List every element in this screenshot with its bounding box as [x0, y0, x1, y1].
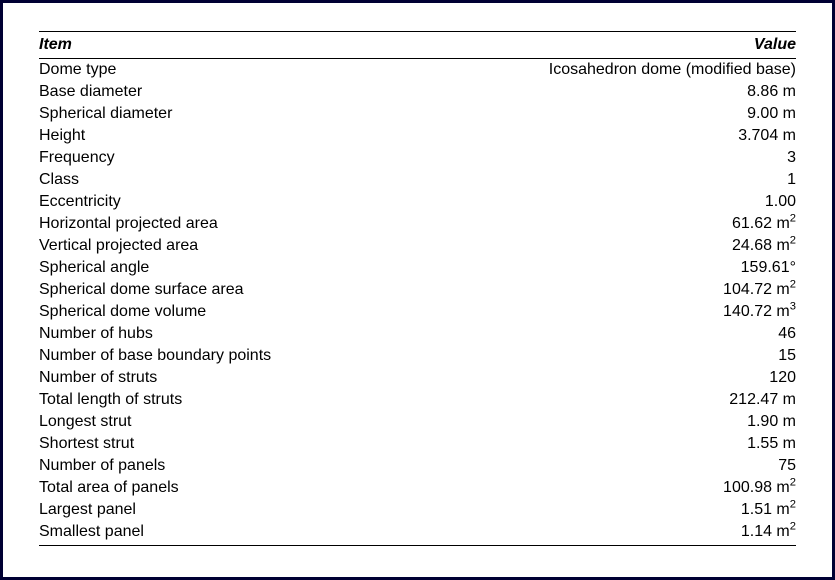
- value-cell: 140.72 m3: [406, 301, 796, 323]
- unit-superscript: 2: [790, 279, 796, 291]
- table-row: Dome typeIcosahedron dome (modified base…: [39, 59, 796, 82]
- value-cell: 1.55 m: [406, 433, 796, 455]
- table-row: Base diameter8.86 m: [39, 81, 796, 103]
- value-cell: 1: [406, 169, 796, 191]
- item-cell: Number of panels: [39, 455, 406, 477]
- unit-superscript: 2: [790, 213, 796, 225]
- table-row: Total area of panels100.98 m2: [39, 477, 796, 499]
- item-cell: Largest panel: [39, 499, 406, 521]
- value-cell: 61.62 m2: [406, 213, 796, 235]
- table-row: Largest panel1.51 m2: [39, 499, 796, 521]
- item-cell: Spherical dome volume: [39, 301, 406, 323]
- item-cell: Base diameter: [39, 81, 406, 103]
- value-cell: 1.90 m: [406, 411, 796, 433]
- item-cell: Shortest strut: [39, 433, 406, 455]
- item-cell: Total length of struts: [39, 389, 406, 411]
- item-cell: Spherical diameter: [39, 103, 406, 125]
- item-cell: Number of struts: [39, 367, 406, 389]
- table-row: Number of hubs46: [39, 323, 796, 345]
- value-cell: 159.61°: [406, 257, 796, 279]
- header-value: Value: [406, 32, 796, 59]
- header-item: Item: [39, 32, 406, 59]
- table-row: Smallest panel1.14 m2: [39, 521, 796, 546]
- value-cell: 120: [406, 367, 796, 389]
- table-row: Number of base boundary points15: [39, 345, 796, 367]
- value-cell: 75: [406, 455, 796, 477]
- unit-superscript: 2: [790, 521, 796, 533]
- item-cell: Dome type: [39, 59, 406, 82]
- value-cell: 1.00: [406, 191, 796, 213]
- value-cell: 212.47 m: [406, 389, 796, 411]
- table-row: Frequency3: [39, 147, 796, 169]
- value-cell: Icosahedron dome (modified base): [406, 59, 796, 82]
- value-cell: 3.704 m: [406, 125, 796, 147]
- table-row: Vertical projected area24.68 m2: [39, 235, 796, 257]
- item-cell: Longest strut: [39, 411, 406, 433]
- item-cell: Smallest panel: [39, 521, 406, 546]
- value-cell: 104.72 m2: [406, 279, 796, 301]
- table-row: Class1: [39, 169, 796, 191]
- value-cell: 9.00 m: [406, 103, 796, 125]
- value-cell: 3: [406, 147, 796, 169]
- item-cell: Spherical angle: [39, 257, 406, 279]
- item-cell: Height: [39, 125, 406, 147]
- spec-table-body: Dome typeIcosahedron dome (modified base…: [39, 59, 796, 546]
- item-cell: Class: [39, 169, 406, 191]
- table-row: Horizontal projected area61.62 m2: [39, 213, 796, 235]
- table-row: Spherical angle159.61°: [39, 257, 796, 279]
- table-row: Height3.704 m: [39, 125, 796, 147]
- spec-table: Item Value Dome typeIcosahedron dome (mo…: [39, 31, 796, 546]
- item-cell: Number of hubs: [39, 323, 406, 345]
- value-cell: 8.86 m: [406, 81, 796, 103]
- table-row: Spherical diameter9.00 m: [39, 103, 796, 125]
- unit-superscript: 2: [790, 499, 796, 511]
- table-row: Spherical dome surface area104.72 m2: [39, 279, 796, 301]
- item-cell: Number of base boundary points: [39, 345, 406, 367]
- value-cell: 24.68 m2: [406, 235, 796, 257]
- value-cell: 1.14 m2: [406, 521, 796, 546]
- item-cell: Spherical dome surface area: [39, 279, 406, 301]
- item-cell: Total area of panels: [39, 477, 406, 499]
- table-row: Total length of struts212.47 m: [39, 389, 796, 411]
- value-cell: 1.51 m2: [406, 499, 796, 521]
- unit-superscript: 2: [790, 477, 796, 489]
- value-cell: 100.98 m2: [406, 477, 796, 499]
- table-row: Eccentricity1.00: [39, 191, 796, 213]
- item-cell: Frequency: [39, 147, 406, 169]
- table-row: Longest strut1.90 m: [39, 411, 796, 433]
- table-row: Number of struts120: [39, 367, 796, 389]
- unit-superscript: 2: [790, 235, 796, 247]
- table-row: Number of panels75: [39, 455, 796, 477]
- table-row: Shortest strut1.55 m: [39, 433, 796, 455]
- value-cell: 15: [406, 345, 796, 367]
- table-row: Spherical dome volume140.72 m3: [39, 301, 796, 323]
- unit-superscript: 3: [790, 301, 796, 313]
- item-cell: Horizontal projected area: [39, 213, 406, 235]
- item-cell: Eccentricity: [39, 191, 406, 213]
- value-cell: 46: [406, 323, 796, 345]
- item-cell: Vertical projected area: [39, 235, 406, 257]
